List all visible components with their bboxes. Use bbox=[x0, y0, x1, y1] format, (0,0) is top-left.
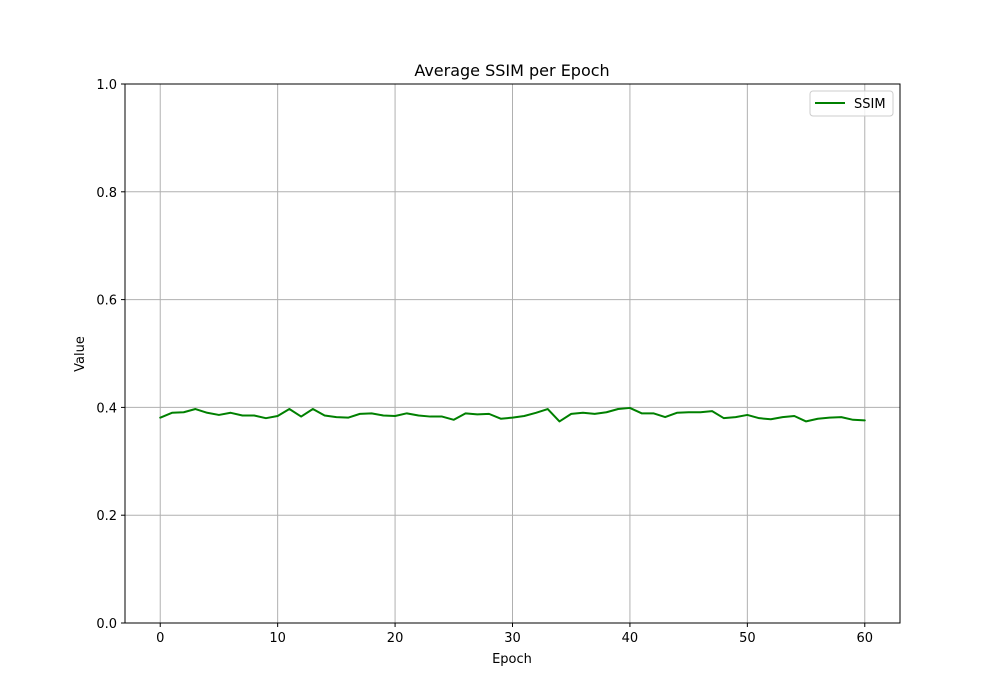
axes: 0 10 20 30 40 50 60 0.0 0.2 0.4 0.6 0.8 1.0 bbox=[96, 78, 873, 646]
y-tick-label: 0.0 bbox=[96, 617, 117, 632]
legend-label-ssim: SSIM bbox=[854, 97, 886, 112]
y-tick-label: 1.0 bbox=[96, 78, 117, 93]
series-layer bbox=[159, 406, 866, 423]
x-tick-label: 10 bbox=[269, 631, 286, 646]
x-axis-label: Epoch bbox=[492, 652, 532, 667]
legend-box bbox=[809, 90, 894, 117]
x-tick-label: 50 bbox=[739, 631, 756, 646]
x-tick-label: 60 bbox=[856, 631, 873, 646]
x-tick-label: 40 bbox=[622, 631, 639, 646]
y-tick-label: 0.4 bbox=[96, 401, 117, 416]
y-tick-label: 0.6 bbox=[96, 294, 117, 309]
chart-title: Average SSIM per Epoch bbox=[414, 61, 609, 80]
y-tick-label: 0.8 bbox=[96, 186, 117, 201]
y-axis-label: Value bbox=[73, 336, 88, 372]
y-tick-label: 0.2 bbox=[96, 509, 117, 524]
legend: SSIM bbox=[809, 90, 894, 117]
x-tick-label: 30 bbox=[504, 631, 521, 646]
series-line-ssim bbox=[159, 406, 866, 423]
x-tick-label: 0 bbox=[156, 631, 164, 646]
x-tick-label: 20 bbox=[387, 631, 404, 646]
